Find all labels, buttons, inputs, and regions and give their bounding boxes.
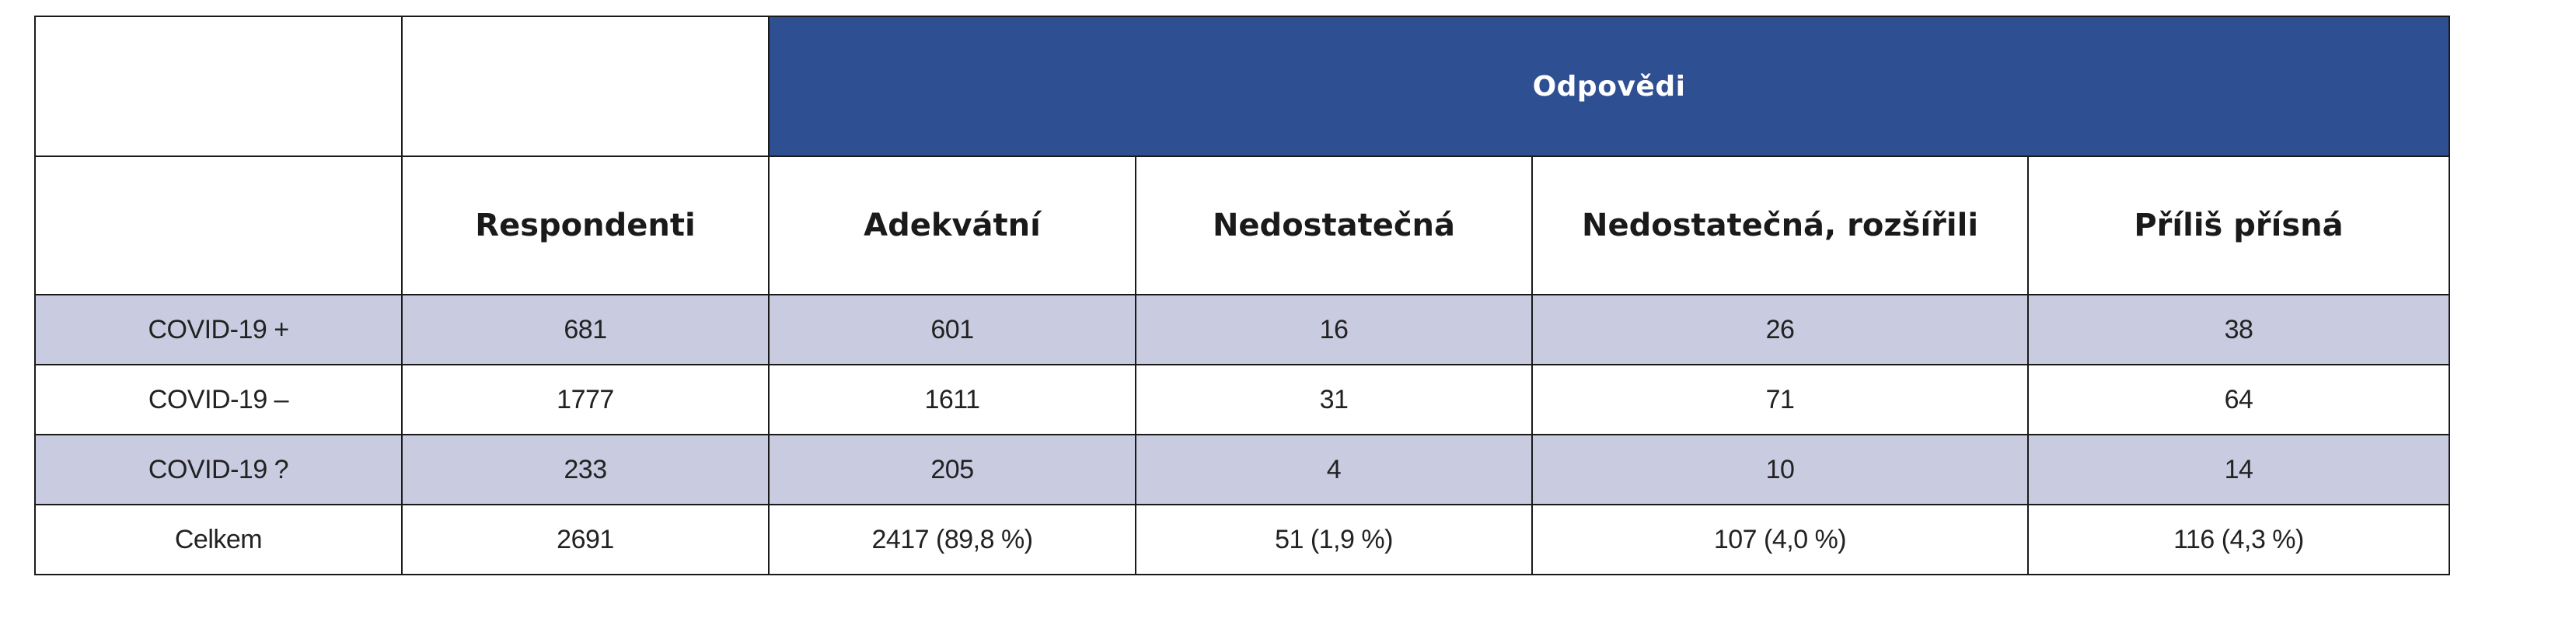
- table-row-covid-positive: COVID-19 + 681 601 16 26 38: [34, 294, 2450, 365]
- cell-respondenti: 2691: [401, 504, 770, 575]
- survey-results-table: Odpovědi Respondenti Adekvátní Nedostate…: [34, 16, 2450, 575]
- table-row-covid-negative: COVID-19 – 1777 1611 31 71 64: [34, 364, 2450, 435]
- group-header-row: Odpovědi: [34, 16, 2450, 157]
- cell-nedostatecna: 4: [1135, 434, 1533, 505]
- cell-nedostatecna-rozsirili: 26: [1531, 294, 2029, 365]
- cell-nedostatecna-rozsirili: 107 (4,0 %): [1531, 504, 2029, 575]
- cell-prilis-prisna: 38: [2027, 294, 2450, 365]
- empty-respondents-top-cell: [401, 16, 770, 157]
- column-header-adekvatni: Adekvátní: [768, 156, 1136, 295]
- row-label: COVID-19 +: [34, 294, 403, 365]
- cell-nedostatecna-rozsirili: 10: [1531, 434, 2029, 505]
- cell-prilis-prisna: 116 (4,3 %): [2027, 504, 2450, 575]
- cell-adekvatni: 2417 (89,8 %): [768, 504, 1136, 575]
- column-header-row: Respondenti Adekvátní Nedostatečná Nedos…: [34, 156, 2450, 295]
- cell-prilis-prisna: 64: [2027, 364, 2450, 435]
- table-row-total: Celkem 2691 2417 (89,8 %) 51 (1,9 %) 107…: [34, 504, 2450, 575]
- row-label: COVID-19 –: [34, 364, 403, 435]
- column-header-prilis-prisna: Příliš přísná: [2027, 156, 2450, 295]
- column-header-nedostatecna: Nedostatečná: [1135, 156, 1533, 295]
- row-label: Celkem: [34, 504, 403, 575]
- cell-respondenti: 681: [401, 294, 770, 365]
- row-label: COVID-19 ?: [34, 434, 403, 505]
- cell-nedostatecna-rozsirili: 71: [1531, 364, 2029, 435]
- column-header-nedostatecna-rozsirili: Nedostatečná, rozšířili: [1531, 156, 2029, 295]
- cell-nedostatecna: 51 (1,9 %): [1135, 504, 1533, 575]
- cell-adekvatni: 601: [768, 294, 1136, 365]
- cell-prilis-prisna: 14: [2027, 434, 2450, 505]
- cell-nedostatecna: 31: [1135, 364, 1533, 435]
- empty-label-header-cell: [34, 156, 403, 295]
- cell-respondenti: 233: [401, 434, 770, 505]
- cell-nedostatecna: 16: [1135, 294, 1533, 365]
- cell-respondenti: 1777: [401, 364, 770, 435]
- table-row-covid-unknown: COVID-19 ? 233 205 4 10 14: [34, 434, 2450, 505]
- group-header-odpovedi: Odpovědi: [768, 16, 2450, 157]
- column-header-respondenti: Respondenti: [401, 156, 770, 295]
- cell-adekvatni: 205: [768, 434, 1136, 505]
- empty-corner-cell: [34, 16, 403, 157]
- cell-adekvatni: 1611: [768, 364, 1136, 435]
